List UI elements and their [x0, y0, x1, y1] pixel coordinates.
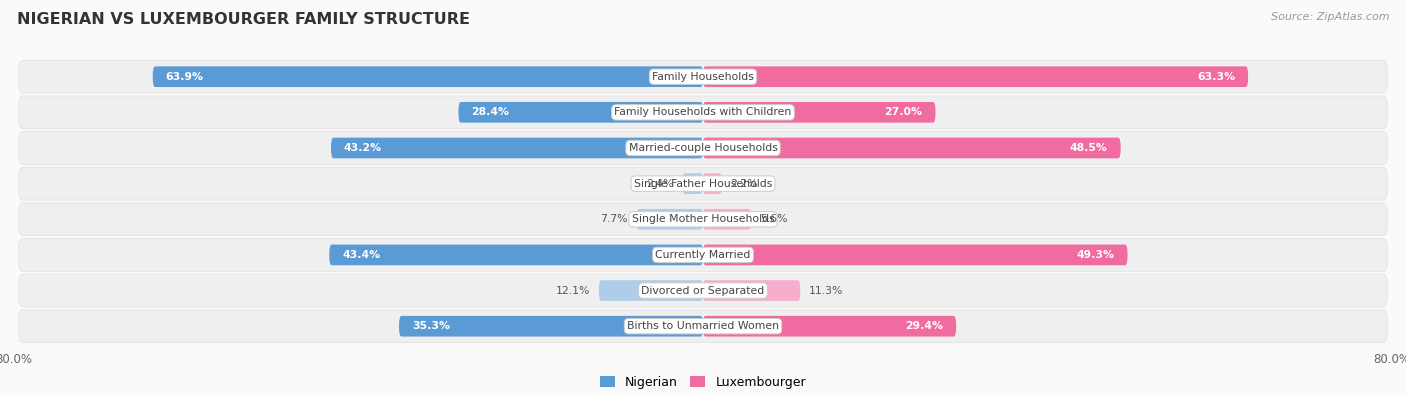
FancyBboxPatch shape	[703, 280, 800, 301]
FancyBboxPatch shape	[18, 132, 1388, 164]
FancyBboxPatch shape	[18, 239, 1388, 271]
Text: 2.2%: 2.2%	[731, 179, 758, 189]
Text: Family Households: Family Households	[652, 71, 754, 82]
FancyBboxPatch shape	[703, 173, 721, 194]
Text: 11.3%: 11.3%	[808, 286, 844, 295]
FancyBboxPatch shape	[703, 245, 1128, 265]
FancyBboxPatch shape	[330, 137, 703, 158]
Text: 35.3%: 35.3%	[412, 321, 450, 331]
FancyBboxPatch shape	[18, 96, 1388, 129]
Text: 43.4%: 43.4%	[342, 250, 380, 260]
Text: 29.4%: 29.4%	[905, 321, 943, 331]
FancyBboxPatch shape	[18, 203, 1388, 236]
Text: 2.4%: 2.4%	[647, 179, 673, 189]
Text: 5.6%: 5.6%	[759, 214, 787, 224]
Text: Divorced or Separated: Divorced or Separated	[641, 286, 765, 295]
Text: 43.2%: 43.2%	[344, 143, 382, 153]
Text: NIGERIAN VS LUXEMBOURGER FAMILY STRUCTURE: NIGERIAN VS LUXEMBOURGER FAMILY STRUCTUR…	[17, 12, 470, 27]
Text: 63.9%: 63.9%	[166, 71, 204, 82]
Text: 7.7%: 7.7%	[600, 214, 628, 224]
Text: 12.1%: 12.1%	[555, 286, 591, 295]
FancyBboxPatch shape	[329, 245, 703, 265]
Text: Married-couple Households: Married-couple Households	[628, 143, 778, 153]
Legend: Nigerian, Luxembourger: Nigerian, Luxembourger	[595, 371, 811, 394]
FancyBboxPatch shape	[399, 316, 703, 337]
FancyBboxPatch shape	[18, 167, 1388, 200]
FancyBboxPatch shape	[703, 209, 751, 229]
Text: Single Mother Households: Single Mother Households	[631, 214, 775, 224]
Text: Family Households with Children: Family Households with Children	[614, 107, 792, 117]
Text: 48.5%: 48.5%	[1070, 143, 1108, 153]
Text: Source: ZipAtlas.com: Source: ZipAtlas.com	[1271, 12, 1389, 22]
FancyBboxPatch shape	[637, 209, 703, 229]
FancyBboxPatch shape	[703, 316, 956, 337]
FancyBboxPatch shape	[18, 310, 1388, 342]
FancyBboxPatch shape	[703, 102, 935, 123]
FancyBboxPatch shape	[599, 280, 703, 301]
Text: Single Father Households: Single Father Households	[634, 179, 772, 189]
Text: 28.4%: 28.4%	[471, 107, 509, 117]
Text: Currently Married: Currently Married	[655, 250, 751, 260]
Text: 27.0%: 27.0%	[884, 107, 922, 117]
FancyBboxPatch shape	[18, 60, 1388, 93]
FancyBboxPatch shape	[153, 66, 703, 87]
Text: Births to Unmarried Women: Births to Unmarried Women	[627, 321, 779, 331]
FancyBboxPatch shape	[458, 102, 703, 123]
FancyBboxPatch shape	[703, 66, 1249, 87]
Text: 49.3%: 49.3%	[1077, 250, 1115, 260]
FancyBboxPatch shape	[682, 173, 703, 194]
FancyBboxPatch shape	[18, 274, 1388, 307]
FancyBboxPatch shape	[703, 137, 1121, 158]
Text: 63.3%: 63.3%	[1197, 71, 1236, 82]
